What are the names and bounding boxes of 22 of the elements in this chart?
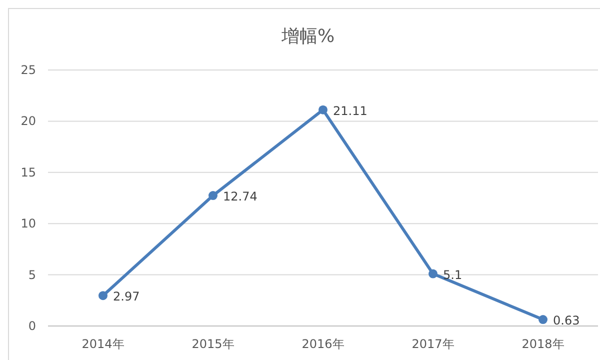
x-tick-label: 2018年 bbox=[522, 337, 564, 351]
x-tick-label: 2017年 bbox=[412, 337, 454, 351]
y-tick-label: 5 bbox=[28, 268, 36, 282]
chart-title: 增幅% bbox=[280, 26, 335, 47]
y-tick-label: 0 bbox=[28, 319, 36, 333]
x-tick-label: 2015年 bbox=[192, 337, 234, 351]
point bbox=[98, 291, 108, 300]
point bbox=[208, 191, 218, 200]
y-tick-label: 20 bbox=[20, 114, 36, 128]
y-tick-label: 25 bbox=[20, 63, 36, 77]
data-label: 12.74 bbox=[223, 190, 258, 204]
point bbox=[428, 269, 438, 278]
data-label: 0.63 bbox=[553, 314, 580, 328]
x-tick-label: 2014年 bbox=[82, 337, 124, 351]
data-label: 5.1 bbox=[443, 268, 462, 282]
point bbox=[318, 105, 328, 114]
data-label: 21.11 bbox=[333, 104, 368, 118]
point bbox=[538, 315, 548, 324]
y-tick-label: 10 bbox=[20, 216, 36, 231]
y-tick-label: 15 bbox=[20, 165, 36, 180]
data-label: 2.97 bbox=[113, 290, 140, 304]
x-tick-label: 2016年 bbox=[302, 337, 344, 351]
